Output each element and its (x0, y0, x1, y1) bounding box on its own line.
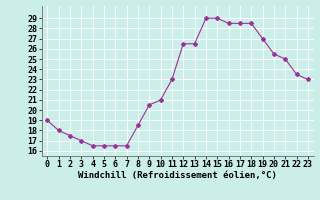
X-axis label: Windchill (Refroidissement éolien,°C): Windchill (Refroidissement éolien,°C) (78, 171, 277, 180)
